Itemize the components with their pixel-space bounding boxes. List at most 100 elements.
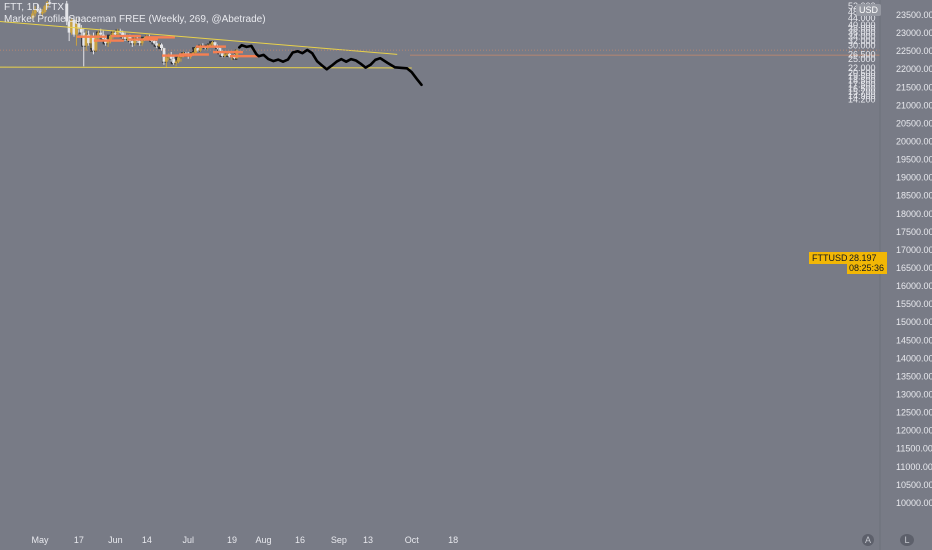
price-tag-symbol: FTTUSD xyxy=(809,252,851,264)
right-axis-tick: 15000.00 xyxy=(896,317,932,327)
candle-body xyxy=(84,34,88,46)
time-axis-tick: 18 xyxy=(448,535,458,545)
price-tag-countdown: 08:25:36 xyxy=(847,262,887,274)
indicator-title[interactable]: Market Profile Spaceman FREE (Weekly, 26… xyxy=(4,14,266,25)
candle-body xyxy=(130,41,134,44)
candle-body xyxy=(174,61,178,64)
candle-body xyxy=(43,6,47,12)
left-axis-tick: 20.500 xyxy=(848,68,876,78)
profile-block xyxy=(90,42,94,45)
right-axis-tick: 23000.00 xyxy=(896,28,932,38)
profile-block xyxy=(90,49,94,52)
left-axis-tick: 32.000 xyxy=(848,36,876,46)
right-axis-tick: 13500.00 xyxy=(896,371,932,381)
profile-block xyxy=(232,57,236,60)
time-axis-tick: Aug xyxy=(256,535,272,545)
poc-line xyxy=(76,35,107,38)
right-axis-tick: 18500.00 xyxy=(896,191,932,201)
time-axis-tick: 17 xyxy=(74,535,84,545)
profile-block xyxy=(206,43,210,46)
time-axis-tick: Sep xyxy=(331,535,347,545)
currency-badge[interactable]: USD xyxy=(856,4,882,16)
right-axis-tick: 18000.00 xyxy=(896,209,932,219)
left-axis-tick: 26.500 xyxy=(848,50,876,60)
log-scale-button[interactable]: L xyxy=(900,534,914,546)
right-axis-tick: 10500.00 xyxy=(896,480,932,490)
time-axis-tick: May xyxy=(31,535,49,545)
trendlines-layer[interactable] xyxy=(0,21,880,69)
left-axis-tick: 16.500 xyxy=(848,84,876,94)
poc-line xyxy=(178,53,209,56)
candle-body xyxy=(172,58,176,64)
profile-block xyxy=(192,48,196,51)
candle-body xyxy=(160,44,163,49)
right-axis-tick: 22500.00 xyxy=(896,46,932,56)
candle-body xyxy=(125,36,129,39)
time-axis-tick: Jun xyxy=(108,535,123,545)
profile-block xyxy=(175,57,179,60)
right-axis-tick: 19500.00 xyxy=(896,155,932,165)
profile-block xyxy=(234,57,238,60)
poc-line xyxy=(127,38,158,41)
time-axis-tick: 19 xyxy=(227,535,237,545)
profile-block xyxy=(175,59,179,62)
right-axis-tick: 20000.00 xyxy=(896,136,932,146)
right-axis-tick: 16000.00 xyxy=(896,281,932,291)
trendline-descending xyxy=(0,21,398,55)
profile-block xyxy=(226,54,230,57)
candle-body xyxy=(225,53,229,55)
profile-block xyxy=(107,35,111,38)
right-axis-tick: 14500.00 xyxy=(896,335,932,345)
left-axis-tick: 19.500 xyxy=(848,72,876,82)
profile-block xyxy=(158,47,162,50)
candle-body xyxy=(96,32,100,37)
projection-layer[interactable] xyxy=(238,43,423,87)
right-axis-tick: 10000.00 xyxy=(896,498,932,508)
time-axis-tick: Oct xyxy=(405,535,420,545)
right-axis-tick: 14000.00 xyxy=(896,353,932,363)
candle-body xyxy=(94,36,98,51)
left-axis-tick: 44.000 xyxy=(848,13,876,23)
candle-body xyxy=(31,13,35,19)
candle-body xyxy=(113,32,117,35)
candle-body xyxy=(198,45,202,51)
candle-body xyxy=(223,54,227,56)
right-axis-tick: 17500.00 xyxy=(896,227,932,237)
left-axis-tick: 18.500 xyxy=(848,75,876,85)
poc-layer xyxy=(76,34,260,58)
left-axis-tick: 15.700 xyxy=(848,87,876,97)
candle-body xyxy=(133,38,137,44)
candle-body xyxy=(99,32,103,35)
candle-body xyxy=(140,39,144,44)
candle-body xyxy=(45,2,49,7)
candle-body xyxy=(157,44,161,46)
left-axis-tick: 30.000 xyxy=(848,41,876,51)
profile-block xyxy=(90,45,94,48)
candle-body xyxy=(91,36,95,51)
candle-body xyxy=(89,36,93,44)
left-axis-tick: 25.000 xyxy=(848,54,876,64)
profile-block xyxy=(215,47,219,50)
profile-block xyxy=(209,41,213,44)
right-axis-tick: 19000.00 xyxy=(896,173,932,183)
candle-body xyxy=(33,9,37,14)
candle-body xyxy=(87,34,91,44)
right-axis-tick: 12000.00 xyxy=(896,426,932,436)
profile-block xyxy=(107,36,111,39)
profile-block xyxy=(192,47,196,50)
right-axis-tick: 16500.00 xyxy=(896,263,932,273)
poc-line xyxy=(229,54,260,58)
left-axis-tick: 40.000 xyxy=(848,20,876,30)
profile-block xyxy=(175,56,179,59)
poc-line xyxy=(110,34,141,38)
auto-scale-button[interactable]: A xyxy=(862,534,874,546)
left-axis-tick: 17.500 xyxy=(848,79,876,89)
right-axis-tick: 11500.00 xyxy=(896,444,932,454)
candle-body xyxy=(191,52,195,54)
symbol-title[interactable]: FTT, 1D, FTX xyxy=(4,2,64,13)
candle-body xyxy=(155,43,159,46)
candle-body xyxy=(208,44,212,46)
candle-body xyxy=(82,32,86,46)
